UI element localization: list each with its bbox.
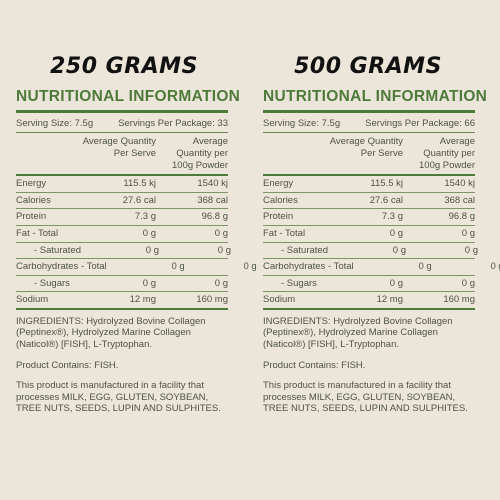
table-row: Fat - Total 0 g 0 g: [16, 226, 228, 243]
per-100g-value: 96.8 g: [201, 211, 228, 223]
nutrient-label: - Sugars: [34, 277, 70, 289]
nutrient-label: Carbohydrates - Total: [263, 261, 354, 273]
per-100g-value: 0 g: [214, 227, 228, 239]
table-top-rule: [263, 174, 475, 177]
per-serve-value: 0 g: [389, 227, 403, 239]
contains-text: Product Contains: FISH.: [16, 359, 119, 371]
per-100g-value: 0 g: [461, 277, 475, 289]
per-100g-value: 1540 kj: [197, 178, 228, 190]
nutrient-label: Protein: [16, 211, 47, 223]
per-serve-value: 0 g: [392, 244, 406, 256]
per-100g-value: 0 g: [214, 277, 228, 289]
table-row: Carbohydrates - Total 0 g 0 g: [263, 259, 500, 276]
table-row: Sodium 12 mg 160 mg: [263, 292, 475, 308]
nutrient-label: Carbohydrates - Total: [16, 261, 107, 273]
per-100g-value: 0 g: [243, 261, 257, 273]
per-serve-value: 27.6 cal: [369, 194, 403, 206]
table-row: - Sugars 0 g 0 g: [16, 276, 228, 293]
table-row: Calories 27.6 cal 368 cal: [263, 193, 475, 210]
per-serve-value: 7.3 g: [134, 211, 156, 223]
nutrient-label: Protein: [263, 211, 294, 223]
per-100g-value: 0 g: [490, 261, 500, 273]
per-serve-value: 27.6 cal: [122, 194, 156, 206]
per-100g-value: 1540 kj: [444, 178, 475, 190]
servings-per-package: Servings Per Package: 33: [118, 117, 228, 129]
nutrient-label: - Saturated: [34, 244, 81, 256]
title-rule: [16, 109, 228, 113]
panel-title: NUTRITIONAL INFORMATION: [263, 88, 488, 105]
heading-500-grams: 500 GRAMS: [294, 54, 442, 79]
table-row: - Saturated 0 g 0 g: [263, 243, 478, 260]
table-row: Protein 7.3 g 96.8 g: [16, 209, 228, 226]
allergen-text: This product is manufactured in a facili…: [263, 380, 468, 415]
per-100g-value: 160 mg: [196, 294, 228, 306]
table-row: Fat - Total 0 g 0 g: [263, 226, 475, 243]
table-row: - Saturated 0 g 0 g: [16, 243, 231, 260]
table-bottom-rule: [263, 307, 475, 310]
nutrition-panel-250g: NUTRITIONAL INFORMATION Serving Size: 7.…: [16, 88, 257, 415]
serving-rule: [16, 132, 228, 134]
nutrient-label: - Saturated: [281, 244, 328, 256]
serving-info: Serving Size: 7.5g Servings Per Package:…: [263, 117, 475, 133]
column-header-per-100g: Average Quantity per 100g Powder: [172, 136, 228, 171]
column-header-per-serve: Average Quantity Per Serve: [329, 136, 403, 160]
ingredients-text: INGREDIENTS: Hydrolyzed Bovine Collagen …: [16, 315, 206, 350]
column-header-per-serve: Average Quantity Per Serve: [82, 136, 156, 160]
per-100g-value: 0 g: [461, 227, 475, 239]
nutrient-label: Energy: [263, 178, 294, 190]
per-serve-value: 0 g: [171, 261, 185, 273]
ingredients-text: INGREDIENTS: Hydrolyzed Bovine Collagen …: [263, 315, 453, 350]
table-row: - Sugars 0 g 0 g: [263, 276, 475, 293]
title-rule: [263, 109, 475, 113]
per-serve-value: 0 g: [389, 277, 403, 289]
table-top-rule: [16, 174, 228, 177]
column-headers: Average Quantity Per Serve Average Quant…: [16, 133, 228, 174]
per-100g-value: 368 cal: [444, 194, 475, 206]
table-row: Sodium 12 mg 160 mg: [16, 292, 228, 308]
panel-title: NUTRITIONAL INFORMATION: [16, 88, 241, 105]
table-row: Calories 27.6 cal 368 cal: [16, 193, 228, 210]
heading-250-grams: 250 GRAMS: [50, 54, 198, 79]
nutrient-label: Calories: [263, 194, 298, 206]
serving-info: Serving Size: 7.5g Servings Per Package:…: [16, 117, 228, 133]
per-serve-value: 12 mg: [129, 294, 156, 306]
nutrition-table: Energy 115.5 kj 1540 kj Calories 27.6 cal 368…: [16, 176, 257, 308]
per-100g-value: 96.8 g: [448, 211, 475, 223]
column-headers: Average Quantity Per Serve Average Quant…: [263, 133, 475, 174]
nutrient-label: Calories: [16, 194, 51, 206]
nutrient-label: Sodium: [263, 294, 296, 306]
nutrition-table: Energy 115.5 kj 1540 kj Calories 27.6 cal 368…: [263, 176, 500, 308]
table-row: Protein 7.3 g 96.8 g: [263, 209, 475, 226]
per-serve-value: 0 g: [142, 227, 156, 239]
allergen-text: This product is manufactured in a facili…: [16, 380, 221, 415]
nutrient-label: Energy: [16, 178, 47, 190]
nutrient-label: Fat - Total: [16, 227, 59, 239]
serving-rule: [263, 132, 475, 134]
per-serve-value: 0 g: [145, 244, 159, 256]
serving-size: Serving Size: 7.5g: [263, 117, 341, 129]
nutrient-label: Fat - Total: [263, 227, 306, 239]
per-serve-value: 115.5 kj: [123, 178, 156, 190]
contains-text: Product Contains: FISH.: [263, 359, 366, 371]
per-serve-value: 0 g: [142, 277, 156, 289]
nutrition-panel-500g: NUTRITIONAL INFORMATION Serving Size: 7.…: [263, 88, 500, 415]
per-serve-value: 12 mg: [376, 294, 403, 306]
nutrient-label: Sodium: [16, 294, 49, 306]
per-serve-value: 7.3 g: [381, 211, 403, 223]
table-row: Carbohydrates - Total 0 g 0 g: [16, 259, 257, 276]
per-100g-value: 368 cal: [197, 194, 228, 206]
column-header-per-100g: Average Quantity per 100g Powder: [419, 136, 475, 171]
serving-size: Serving Size: 7.5g: [16, 117, 94, 129]
per-serve-value: 115.5 kj: [370, 178, 403, 190]
per-100g-value: 160 mg: [443, 294, 475, 306]
per-100g-value: 0 g: [464, 244, 478, 256]
per-100g-value: 0 g: [217, 244, 231, 256]
servings-per-package: Servings Per Package: 66: [365, 117, 475, 129]
nutrient-label: - Sugars: [281, 277, 317, 289]
table-row: Energy 115.5 kj 1540 kj: [16, 176, 228, 193]
table-bottom-rule: [16, 307, 228, 310]
per-serve-value: 0 g: [418, 261, 432, 273]
table-row: Energy 115.5 kj 1540 kj: [263, 176, 475, 193]
